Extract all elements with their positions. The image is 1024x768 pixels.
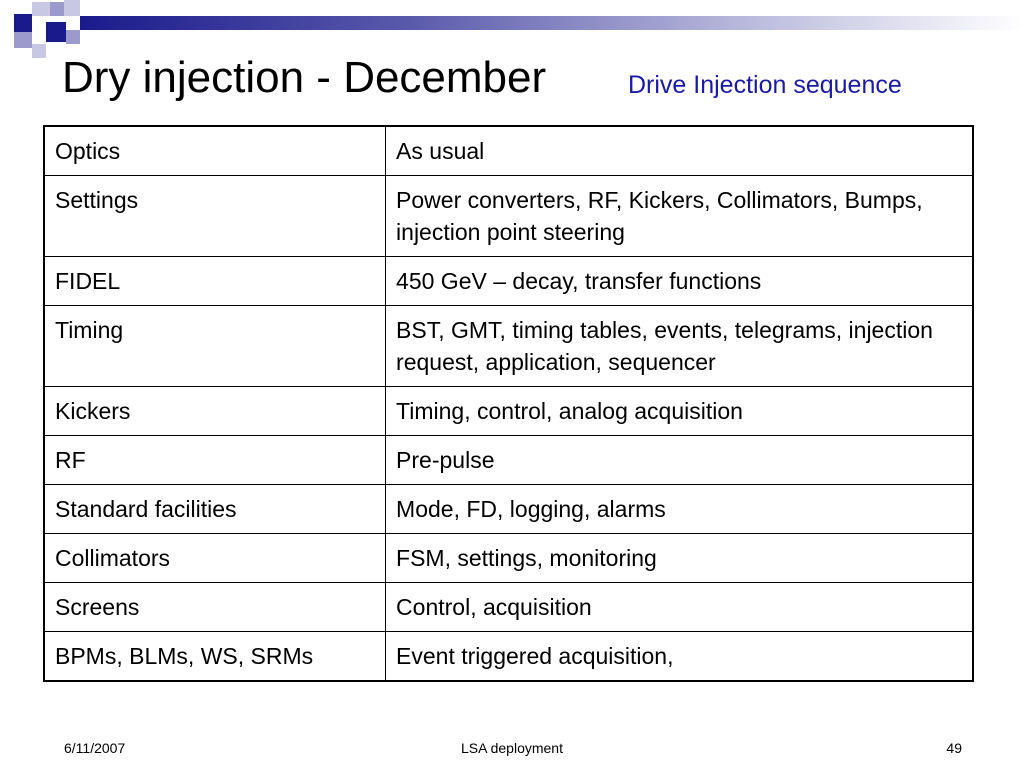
corner-square-decoration xyxy=(50,2,64,16)
row-value: BST, GMT, timing tables, events, telegra… xyxy=(385,305,974,387)
table-row: Timing BST, GMT, timing tables, events, … xyxy=(43,305,974,387)
corner-square-decoration xyxy=(32,2,50,16)
row-value: Event triggered acquisition, xyxy=(385,631,974,682)
header-gradient-bar xyxy=(80,16,1024,30)
row-label: Optics xyxy=(43,125,387,176)
table-row: Settings Power converters, RF, Kickers, … xyxy=(43,175,974,257)
row-label: Standard facilities xyxy=(43,484,387,534)
corner-square-decoration xyxy=(46,22,66,42)
corner-square-decoration xyxy=(64,0,80,16)
footer-date: 6/11/2007 xyxy=(64,740,126,756)
row-label: FIDEL xyxy=(43,256,387,306)
row-label: Timing xyxy=(43,305,387,387)
slide-subtitle: Drive Injection sequence xyxy=(628,71,902,99)
corner-square-decoration xyxy=(66,30,80,44)
corner-square-decoration xyxy=(14,14,32,32)
row-value: Control, acquisition xyxy=(385,582,974,632)
row-value: Power converters, RF, Kickers, Collimato… xyxy=(385,175,974,257)
footer-title: LSA deployment xyxy=(461,740,563,756)
row-value: As usual xyxy=(385,125,974,176)
row-label: BPMs, BLMs, WS, SRMs xyxy=(43,631,387,682)
corner-square-decoration xyxy=(14,32,32,48)
table-row: Kickers Timing, control, analog acquisit… xyxy=(43,386,974,436)
table-row: Standard facilities Mode, FD, logging, a… xyxy=(43,484,974,534)
row-value: Pre-pulse xyxy=(385,435,974,485)
row-value: 450 GeV – decay, transfer functions xyxy=(385,256,974,306)
slide-title: Dry injection - December xyxy=(62,53,547,102)
info-table: Optics As usual Settings Power converter… xyxy=(43,125,974,682)
row-value: Timing, control, analog acquisition xyxy=(385,386,974,436)
table-row: FIDEL 450 GeV – decay, transfer function… xyxy=(43,256,974,306)
row-label: Kickers xyxy=(43,386,387,436)
row-label: RF xyxy=(43,435,387,485)
table-row: Collimators FSM, settings, monitoring xyxy=(43,533,974,583)
table-row: Optics As usual xyxy=(43,125,974,176)
table-row: Screens Control, acquisition xyxy=(43,582,974,632)
info-table-body: Optics As usual Settings Power converter… xyxy=(43,125,974,682)
footer-page-number: 49 xyxy=(946,740,962,756)
row-label: Screens xyxy=(43,582,387,632)
row-value: Mode, FD, logging, alarms xyxy=(385,484,974,534)
row-label: Settings xyxy=(43,175,387,257)
table-row: BPMs, BLMs, WS, SRMs Event triggered acq… xyxy=(43,631,974,682)
table-row: RF Pre-pulse xyxy=(43,435,974,485)
row-value: FSM, settings, monitoring xyxy=(385,533,974,583)
row-label: Collimators xyxy=(43,533,387,583)
corner-square-decoration xyxy=(32,44,46,58)
